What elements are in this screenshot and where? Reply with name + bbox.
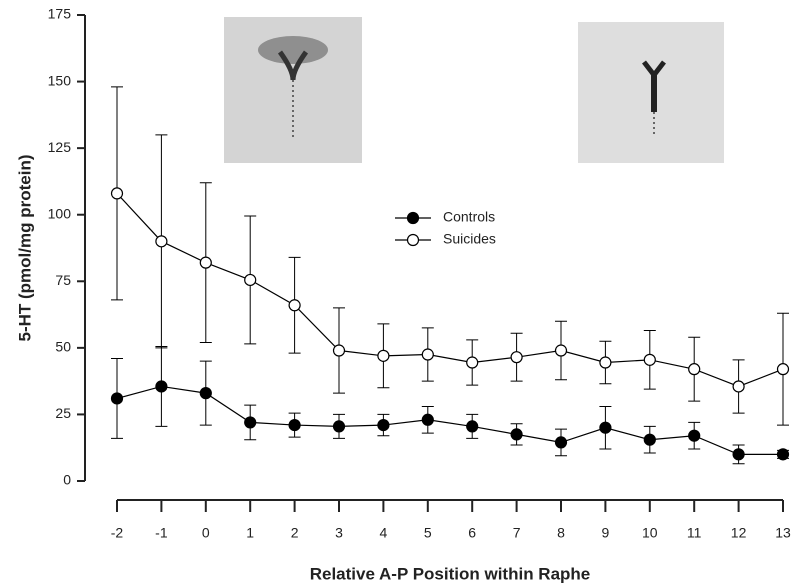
x-axis-title: Relative A-P Position within Raphe [310,564,591,583]
inset-image-right [578,22,724,163]
data-point [332,420,346,433]
data-point [199,256,212,269]
data-point [776,363,790,376]
x-tick-label: 11 [687,525,702,541]
y-tick-label: 175 [48,6,72,22]
data-point [377,349,390,362]
data-point [466,356,479,369]
x-tick-label: 0 [202,525,210,541]
data-point [110,392,124,405]
data-point [732,380,745,393]
data-point [688,429,701,442]
x-tick-label: 5 [424,525,432,541]
data-point [599,421,612,434]
legend-label: Controls [443,209,495,225]
data-point [244,273,257,287]
data-point [643,433,656,446]
data-point [110,187,124,200]
data-point [510,351,523,364]
legend-marker [406,211,420,225]
y-tick-label: 150 [48,72,72,88]
y-tick-label: 50 [55,339,71,355]
data-point [776,448,790,461]
data-point [244,416,257,429]
inset-image-left [224,17,362,163]
legend-marker [406,233,420,247]
x-tick-label: 7 [513,525,521,541]
data-point [155,235,168,248]
data-point [288,299,301,312]
data-point [688,363,701,376]
y-tick-label: 75 [55,272,71,288]
x-tick-label: 4 [380,525,388,541]
data-point [377,418,390,432]
data-point [332,344,346,357]
x-tick-label: 8 [557,525,565,541]
x-tick-label: -1 [155,525,168,541]
data-point [466,420,479,433]
data-point [288,418,301,432]
data-point [554,436,568,449]
data-point [643,353,656,366]
series-line [116,385,783,455]
x-tick-label: 3 [335,525,343,541]
y-axis-title: 5-HT (pmol/mg protein) [15,155,34,342]
data-point [732,448,745,461]
data-point [599,356,612,369]
x-tick-label: 6 [468,525,476,541]
y-tick-label: 100 [48,205,72,221]
data-point [554,344,568,357]
data-point [510,428,523,441]
x-tick-label: 10 [642,525,658,541]
data-point [421,348,434,361]
y-tick-label: 0 [63,472,71,488]
x-tick-label: 1 [246,525,254,541]
data-point [155,380,168,393]
x-tick-label: 9 [602,525,610,541]
series-line [116,193,784,388]
x-tick-label: 12 [731,525,747,541]
x-tick-label: -2 [111,525,124,541]
data-point [199,387,212,400]
legend-label: Suicides [443,231,496,247]
y-tick-label: 25 [55,405,71,421]
y-tick-label: 125 [48,139,72,155]
data-point [421,413,434,426]
x-tick-label: 2 [291,525,299,541]
x-tick-label: 13 [775,525,791,541]
